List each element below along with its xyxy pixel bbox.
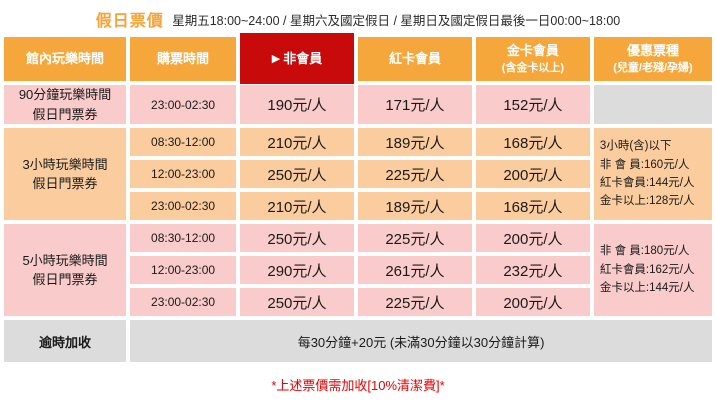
discount-note-empty-cell bbox=[593, 85, 712, 124]
gold-member-price-cell: 200元/人 bbox=[475, 224, 590, 252]
gold-member-price-cell: 232元/人 bbox=[475, 256, 590, 284]
pointer-arrow-icon: ▶ bbox=[271, 52, 281, 65]
table-row: 12:00-23:00 290元/人 261元/人 232元/人 bbox=[4, 256, 712, 284]
gold-member-price-cell: 168元/人 bbox=[475, 128, 590, 156]
non-member-price-cell: 250元/人 bbox=[239, 288, 354, 316]
section-5hr-discount-note: 非 會 員:180元/人 紅卡會員:162元/人 金卡以上:144元/人 bbox=[593, 224, 712, 316]
col-header-red-member[interactable]: 紅卡會員 bbox=[357, 37, 472, 81]
red-member-price-cell: 225元/人 bbox=[357, 224, 472, 252]
section-90min-name: 90分鐘玩樂時間 假日門票券 bbox=[4, 85, 127, 124]
purchase-time-cell: 12:00-23:00 bbox=[130, 256, 236, 284]
col-header-non-member[interactable]: ▶ 非會員 bbox=[239, 33, 354, 84]
red-member-price-cell: 189元/人 bbox=[357, 192, 472, 220]
red-member-price-cell: 171元/人 bbox=[357, 85, 472, 124]
table-header-row: 館內玩樂時間 購票時間 ▶ 非會員 紅卡會員 金卡會員 (含金卡以上) 優惠票種 … bbox=[4, 33, 712, 84]
table-row: 23:00-02:30 250元/人 225元/人 200元/人 bbox=[4, 288, 712, 316]
page-title: 假日票價 星期五18:00~24:00 / 星期六及國定假日 / 星期日及國定假… bbox=[0, 0, 716, 33]
red-member-price-cell: 261元/人 bbox=[357, 256, 472, 284]
table-row: 5小時玩樂時間 假日門票券 08:30-12:00 250元/人 225元/人 … bbox=[4, 224, 712, 316]
non-member-price-cell: 210元/人 bbox=[239, 192, 354, 220]
gold-member-price-cell: 168元/人 bbox=[475, 192, 590, 220]
gold-member-label: 金卡會員 bbox=[506, 42, 559, 58]
col-header-purchase-time: 購票時間 bbox=[130, 37, 236, 81]
title-schedule: 星期五18:00~24:00 / 星期六及國定假日 / 星期日及國定假日最後一日… bbox=[172, 13, 621, 28]
gold-member-sub-label: (含金卡以上) bbox=[501, 61, 565, 74]
table-row: 90分鐘玩樂時間 假日門票券 23:00-02:30 190元/人 171元/人… bbox=[4, 85, 712, 124]
red-member-price-cell: 225元/人 bbox=[357, 288, 472, 316]
holiday-pricing-page: 假日票價 星期五18:00~24:00 / 星期六及國定假日 / 星期日及國定假… bbox=[0, 0, 716, 393]
col-header-play-time: 館內玩樂時間 bbox=[4, 37, 127, 81]
gold-member-price-cell: 152元/人 bbox=[475, 85, 590, 124]
table-row: 12:00-23:00 250元/人 225元/人 200元/人 bbox=[4, 160, 712, 188]
non-member-price-cell: 190元/人 bbox=[239, 85, 354, 124]
title-highlight: 假日票價 bbox=[95, 13, 164, 30]
non-member-price-cell: 290元/人 bbox=[239, 256, 354, 284]
non-member-price-cell: 210元/人 bbox=[239, 128, 354, 156]
overtime-label: 逾時加收 bbox=[4, 320, 127, 362]
red-member-price-cell: 189元/人 bbox=[357, 128, 472, 156]
table-row: 23:00-02:30 210元/人 189元/人 168元/人 bbox=[4, 192, 712, 220]
section-3hr-name: 3小時玩樂時間 假日門票券 bbox=[4, 128, 127, 220]
discount-ticket-label: 優惠票種 bbox=[626, 42, 679, 58]
gold-member-price-cell: 200元/人 bbox=[475, 160, 590, 188]
overtime-rule-text: 每30分鐘+20元 (未滿30分鐘以30分鐘計算) bbox=[130, 320, 712, 362]
discount-ticket-sub-label: (兒童/老殘/孕婦) bbox=[613, 61, 693, 74]
gold-member-price-cell: 200元/人 bbox=[475, 288, 590, 316]
cleaning-fee-footnote: *上述票價需加收[10%清潔費]* bbox=[271, 378, 445, 393]
purchase-time-cell: 23:00-02:30 bbox=[130, 192, 236, 220]
purchase-time-cell: 23:00-02:30 bbox=[130, 85, 236, 124]
table-row: 3小時玩樂時間 假日門票券 08:30-12:00 210元/人 189元/人 … bbox=[4, 128, 712, 220]
holiday-price-table: 館內玩樂時間 購票時間 ▶ 非會員 紅卡會員 金卡會員 (含金卡以上) 優惠票種 … bbox=[0, 33, 716, 366]
non-member-price-cell: 250元/人 bbox=[239, 224, 354, 252]
section-5hr-name: 5小時玩樂時間 假日門票券 bbox=[4, 224, 127, 316]
red-member-price-cell: 225元/人 bbox=[357, 160, 472, 188]
purchase-time-cell: 23:00-02:30 bbox=[130, 288, 236, 316]
section-3hr-discount-note: 3小時(含)以下 非 會 員:160元/人 紅卡會員:144元/人 金卡以上:1… bbox=[593, 128, 712, 220]
overtime-row: 逾時加收 每30分鐘+20元 (未滿30分鐘以30分鐘計算) bbox=[4, 320, 712, 362]
purchase-time-cell: 08:30-12:00 bbox=[130, 128, 236, 156]
non-member-label: 非會員 bbox=[283, 50, 323, 66]
purchase-time-cell: 08:30-12:00 bbox=[130, 224, 236, 252]
non-member-price-cell: 250元/人 bbox=[239, 160, 354, 188]
col-header-gold-member[interactable]: 金卡會員 (含金卡以上) bbox=[475, 37, 590, 81]
col-header-discount-ticket: 優惠票種 (兒童/老殘/孕婦) bbox=[593, 37, 712, 81]
purchase-time-cell: 12:00-23:00 bbox=[130, 160, 236, 188]
